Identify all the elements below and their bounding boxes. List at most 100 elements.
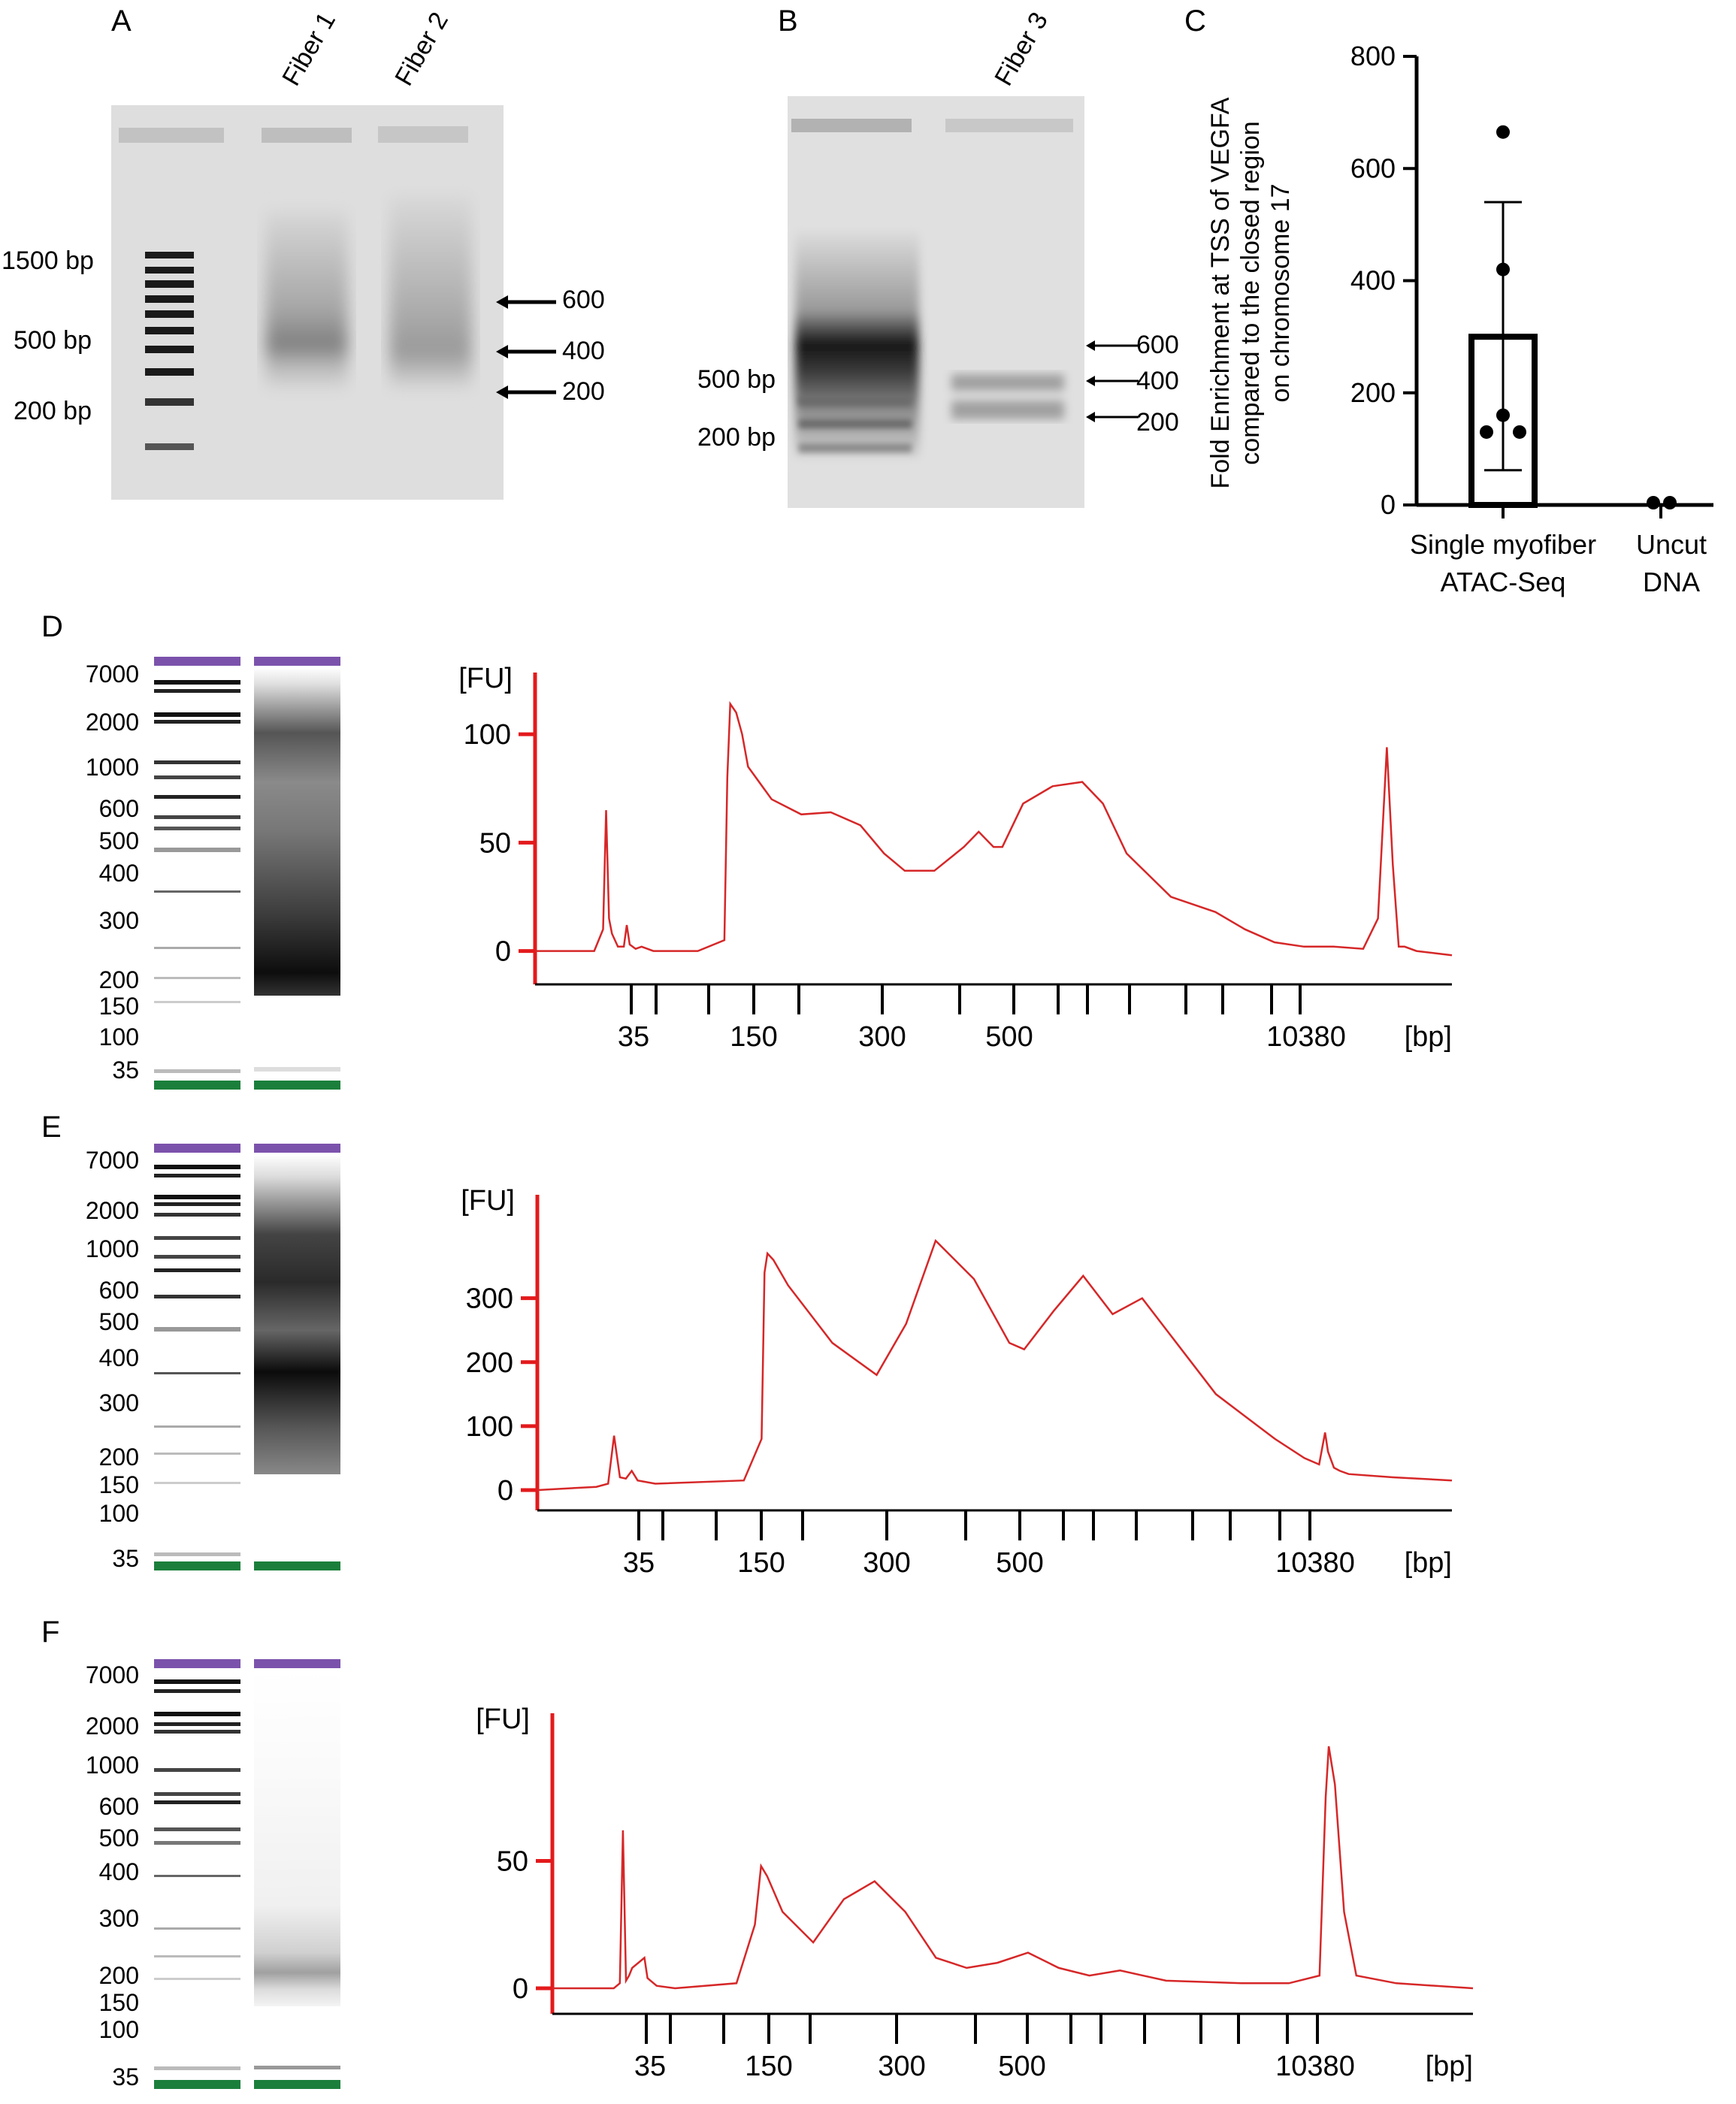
ladder-band [154,712,240,717]
panel-a-letter: A [111,5,132,38]
gel-size-label: 7000 [86,1147,139,1174]
gel-image-b [788,96,1084,508]
trace-x-tick-label: 10380 [1266,1021,1346,1053]
gel-size-label: 7000 [86,1661,139,1688]
ladder-band [154,1425,240,1428]
trace-x-unit: [bp] [1405,1547,1452,1579]
c-data-point [1496,408,1510,422]
trace-y-tick-label: 0 [498,1475,513,1507]
trace-y-tick-label: 50 [497,1846,528,1878]
gel-size-label: 150 [99,1989,139,2016]
upper-marker-ladder [154,657,240,666]
gel-size-label: 100 [99,2016,139,2043]
trace-x-tick-label: 300 [878,2051,925,2082]
ladder-band [154,775,240,779]
ladder-band [154,1712,240,1716]
lane-label-fiber-1: Fiber 1 [277,7,342,91]
trace-y-tick-label: 0 [495,936,511,968]
gel-size-label: 2000 [86,1713,139,1740]
panel-f-letter: F [41,1616,60,1649]
gel-size-label: 1000 [86,754,139,781]
gel-size-label: 100 [99,1500,139,1527]
trace-line [537,1238,1453,1492]
ladder-band [154,1722,240,1726]
trace-x-tick-label: 300 [858,1021,906,1053]
ladder-band [154,1927,240,1930]
gel-size-label: 400 [99,1858,139,1885]
bar-chart-c: Fold Enrichment at TSS of VEGFA compared… [1206,41,1713,597]
upper-marker-ladder [154,1659,240,1668]
gel-image-a [111,105,504,500]
gel-size-label: 200 [99,1443,139,1471]
arrow-label-200-a: 200 [562,377,605,406]
c-y-tick-label: 800 [1350,41,1396,71]
gel-size-label: 200 [99,1962,139,1989]
ladder-band [154,1768,240,1772]
ladder-label-200: 200 bp [14,397,92,425]
gel-size-label: 400 [99,860,139,887]
gel-size-label: 500 [99,1824,139,1852]
ladder-band [154,1552,240,1556]
trace-x-tick-label: 35 [618,1021,649,1053]
electropherogram-d: [FU] 0 50 100 35 150 300 500 10380 [bp] [458,663,1453,1053]
ladder-band [154,1730,240,1734]
trace-y-tick-label: 200 [466,1347,513,1379]
ladder-label-200-b: 200 bp [697,423,776,452]
gel-size-label: 2000 [86,709,139,736]
trace-x-tick-label: 10380 [1275,2051,1355,2082]
ladder-band [154,689,240,693]
c-category-2-line-1: Uncut [1636,529,1707,560]
trace-x-tick-label: 150 [737,1547,785,1579]
electropherogram-e: [FU] 0 100 200 300 35 150 300 500 10380 [bp] [461,1185,1453,1579]
gel-size-label: 150 [99,993,139,1020]
gel-size-label: 7000 [86,661,139,688]
c-data-point [1496,262,1510,277]
lower-marker-ladder [154,1081,240,1090]
c-data-point [1496,125,1510,139]
gel-size-label: 600 [99,1793,139,1820]
c-data-point [1663,496,1677,509]
gel-size-label: 300 [99,1905,139,1932]
ladder-band [154,1195,240,1199]
sample-smear [254,1154,340,1474]
lower-marker-sample [254,1561,340,1570]
arrows-a [496,295,556,399]
c-category-1-line-1: Single myofiber [1410,529,1596,560]
trace-y-unit: [FU] [461,1185,515,1217]
upper-marker-ladder [154,1144,240,1153]
ladder-band [154,1482,240,1484]
ladder-band [154,680,240,685]
ladder-label-500-b: 500 bp [697,365,776,394]
ladder-band [154,1213,240,1217]
panel-d-letter: D [41,610,63,643]
trace-y-tick-label: 100 [466,1411,513,1443]
trace-line [535,700,1453,957]
panel-e-letter: E [41,1111,62,1144]
trace-x-tick-label: 150 [745,2051,792,2082]
c-data-point [1480,425,1493,439]
c-ylabel-line-2: compared to the closed region [1236,121,1265,464]
upper-marker-sample [254,657,340,666]
ladder-band [154,1165,240,1169]
electropherogram-f: [FU] 0 50 35 150 300 500 10380 [bp] [476,1703,1474,2082]
ladder-band [154,1689,240,1693]
trace-y-tick-label: 300 [466,1283,513,1315]
ladder-band [154,1295,240,1298]
trace-x-tick-label: 35 [634,2051,666,2082]
ladder-band [154,795,240,799]
gel-size-label: 300 [99,1389,139,1416]
trace-line [552,1746,1474,1990]
ladder-band [154,1202,240,1206]
upper-marker-sample [254,1659,340,1668]
sample-band [254,1067,340,1072]
ladder-band [154,1255,240,1259]
ladder-band [154,1069,240,1073]
gel-size-label: 200 [99,966,139,993]
trace-x-unit: [bp] [1426,2051,1473,2082]
gel-size-label: 600 [99,1277,139,1304]
upper-marker-sample [254,1144,340,1153]
ladder-band [154,1841,240,1845]
